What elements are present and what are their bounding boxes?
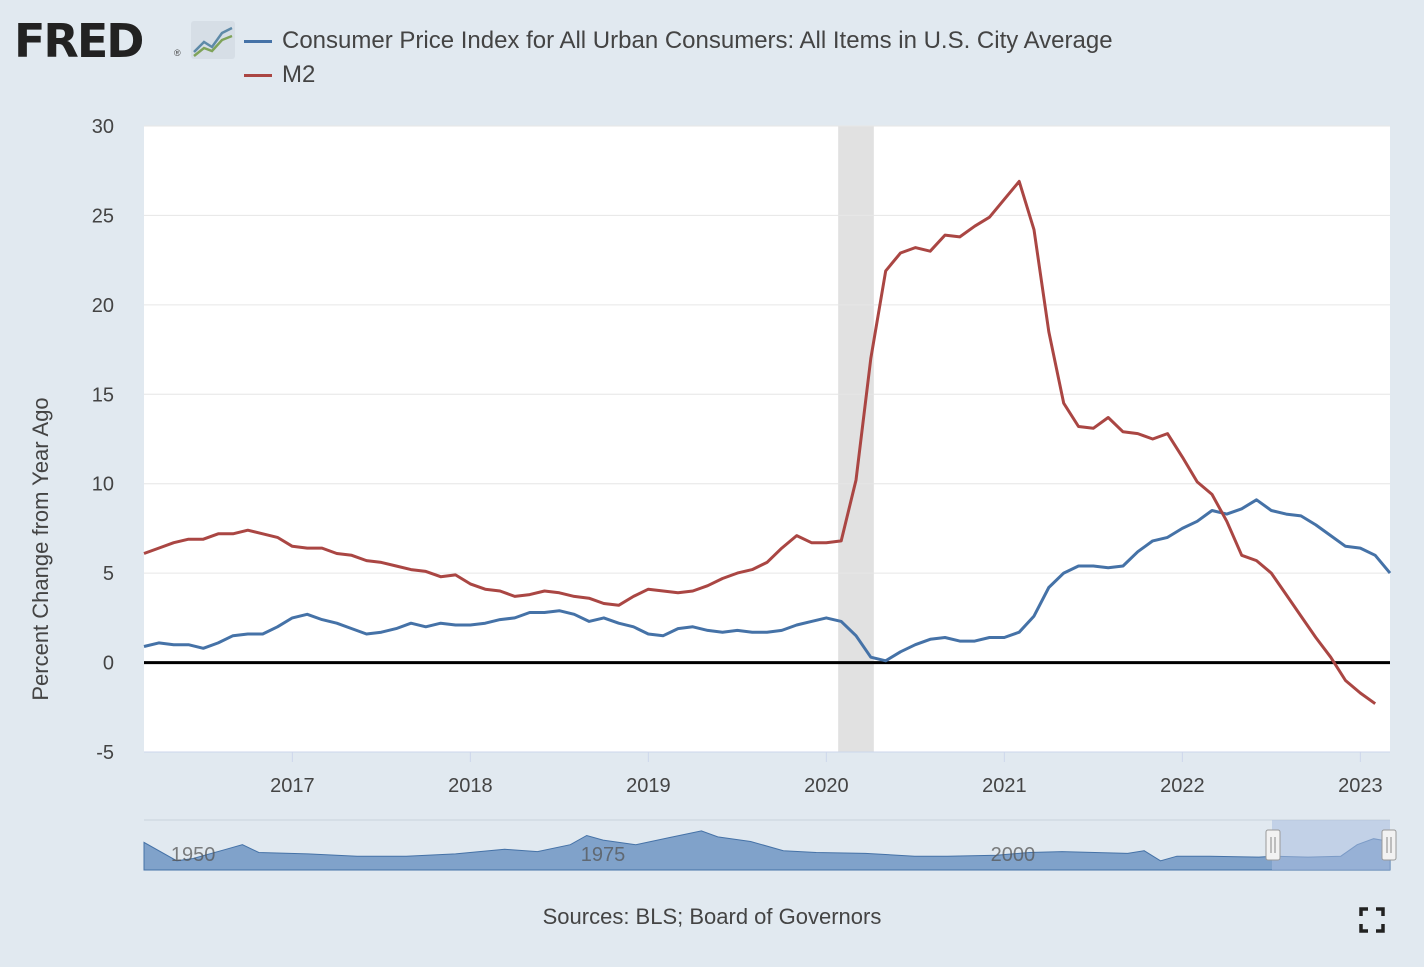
recession-band — [838, 126, 874, 752]
x-tick-label: 2021 — [982, 775, 1027, 797]
y-axis-label: Percent Change from Year Ago — [28, 397, 53, 700]
x-tick-label: 2017 — [270, 775, 315, 797]
x-tick-label: 2022 — [1160, 775, 1205, 797]
y-tick-label: 25 — [92, 205, 114, 227]
legend-swatch-cpi — [244, 39, 272, 43]
y-tick-label: -5 — [96, 742, 114, 764]
y-tick-label: 5 — [103, 563, 114, 585]
y-tick-layer: -5 0 5 10 15 20 25 30 — [92, 116, 114, 764]
navigator-handle-left[interactable] — [1265, 829, 1281, 861]
registered-mark: ® — [174, 48, 181, 58]
navigator-area — [143, 830, 1391, 871]
x-tick-layer: 2017 2018 2019 2020 2021 2022 2023 — [270, 752, 1383, 797]
grid-layer — [144, 125, 1390, 753]
navigator-handle-right[interactable] — [1381, 829, 1397, 861]
source-text: Sources: BLS; Board of Governors — [542, 904, 882, 929]
navigator-selection[interactable] — [1272, 820, 1390, 870]
y-tick-label: 0 — [103, 653, 114, 675]
y-tick-label: 20 — [92, 295, 114, 317]
legend-label-m2: M2 — [282, 61, 316, 88]
cpi-series-line — [143, 498, 1392, 663]
series-layer — [143, 179, 1392, 705]
legend-swatch-m2 — [244, 73, 272, 77]
logo-text: FRED — [14, 14, 144, 68]
plot-area — [144, 126, 1390, 752]
navigator-tick-label: 2000 — [991, 844, 1036, 866]
legend-item-cpi[interactable]: Consumer Price Index for All Urban Consu… — [244, 26, 1113, 56]
recession-layer — [838, 126, 874, 752]
chart-line-icon — [191, 21, 235, 59]
fullscreen-icon — [1359, 907, 1385, 933]
m2-series-line — [143, 179, 1377, 705]
x-tick-label: 2023 — [1338, 775, 1383, 797]
y-tick-label: 10 — [92, 474, 114, 496]
y-tick-label: 15 — [92, 384, 114, 406]
navigator-tick-label: 1950 — [171, 844, 216, 866]
navigator-tick-layer: 1950 1975 2000 — [171, 844, 1035, 866]
x-tick-label: 2018 — [448, 775, 493, 797]
fullscreen-button[interactable] — [1358, 906, 1386, 934]
x-tick-label: 2019 — [626, 775, 671, 797]
y-tick-label: 30 — [92, 116, 114, 138]
legend-item-m2[interactable]: M2 — [244, 60, 315, 90]
navigator-tick-label: 1975 — [581, 844, 626, 866]
legend-label-cpi: Consumer Price Index for All Urban Consu… — [282, 27, 1113, 54]
x-tick-label: 2020 — [804, 775, 849, 797]
navigator[interactable]: 1950 1975 2000 — [0, 818, 1424, 874]
